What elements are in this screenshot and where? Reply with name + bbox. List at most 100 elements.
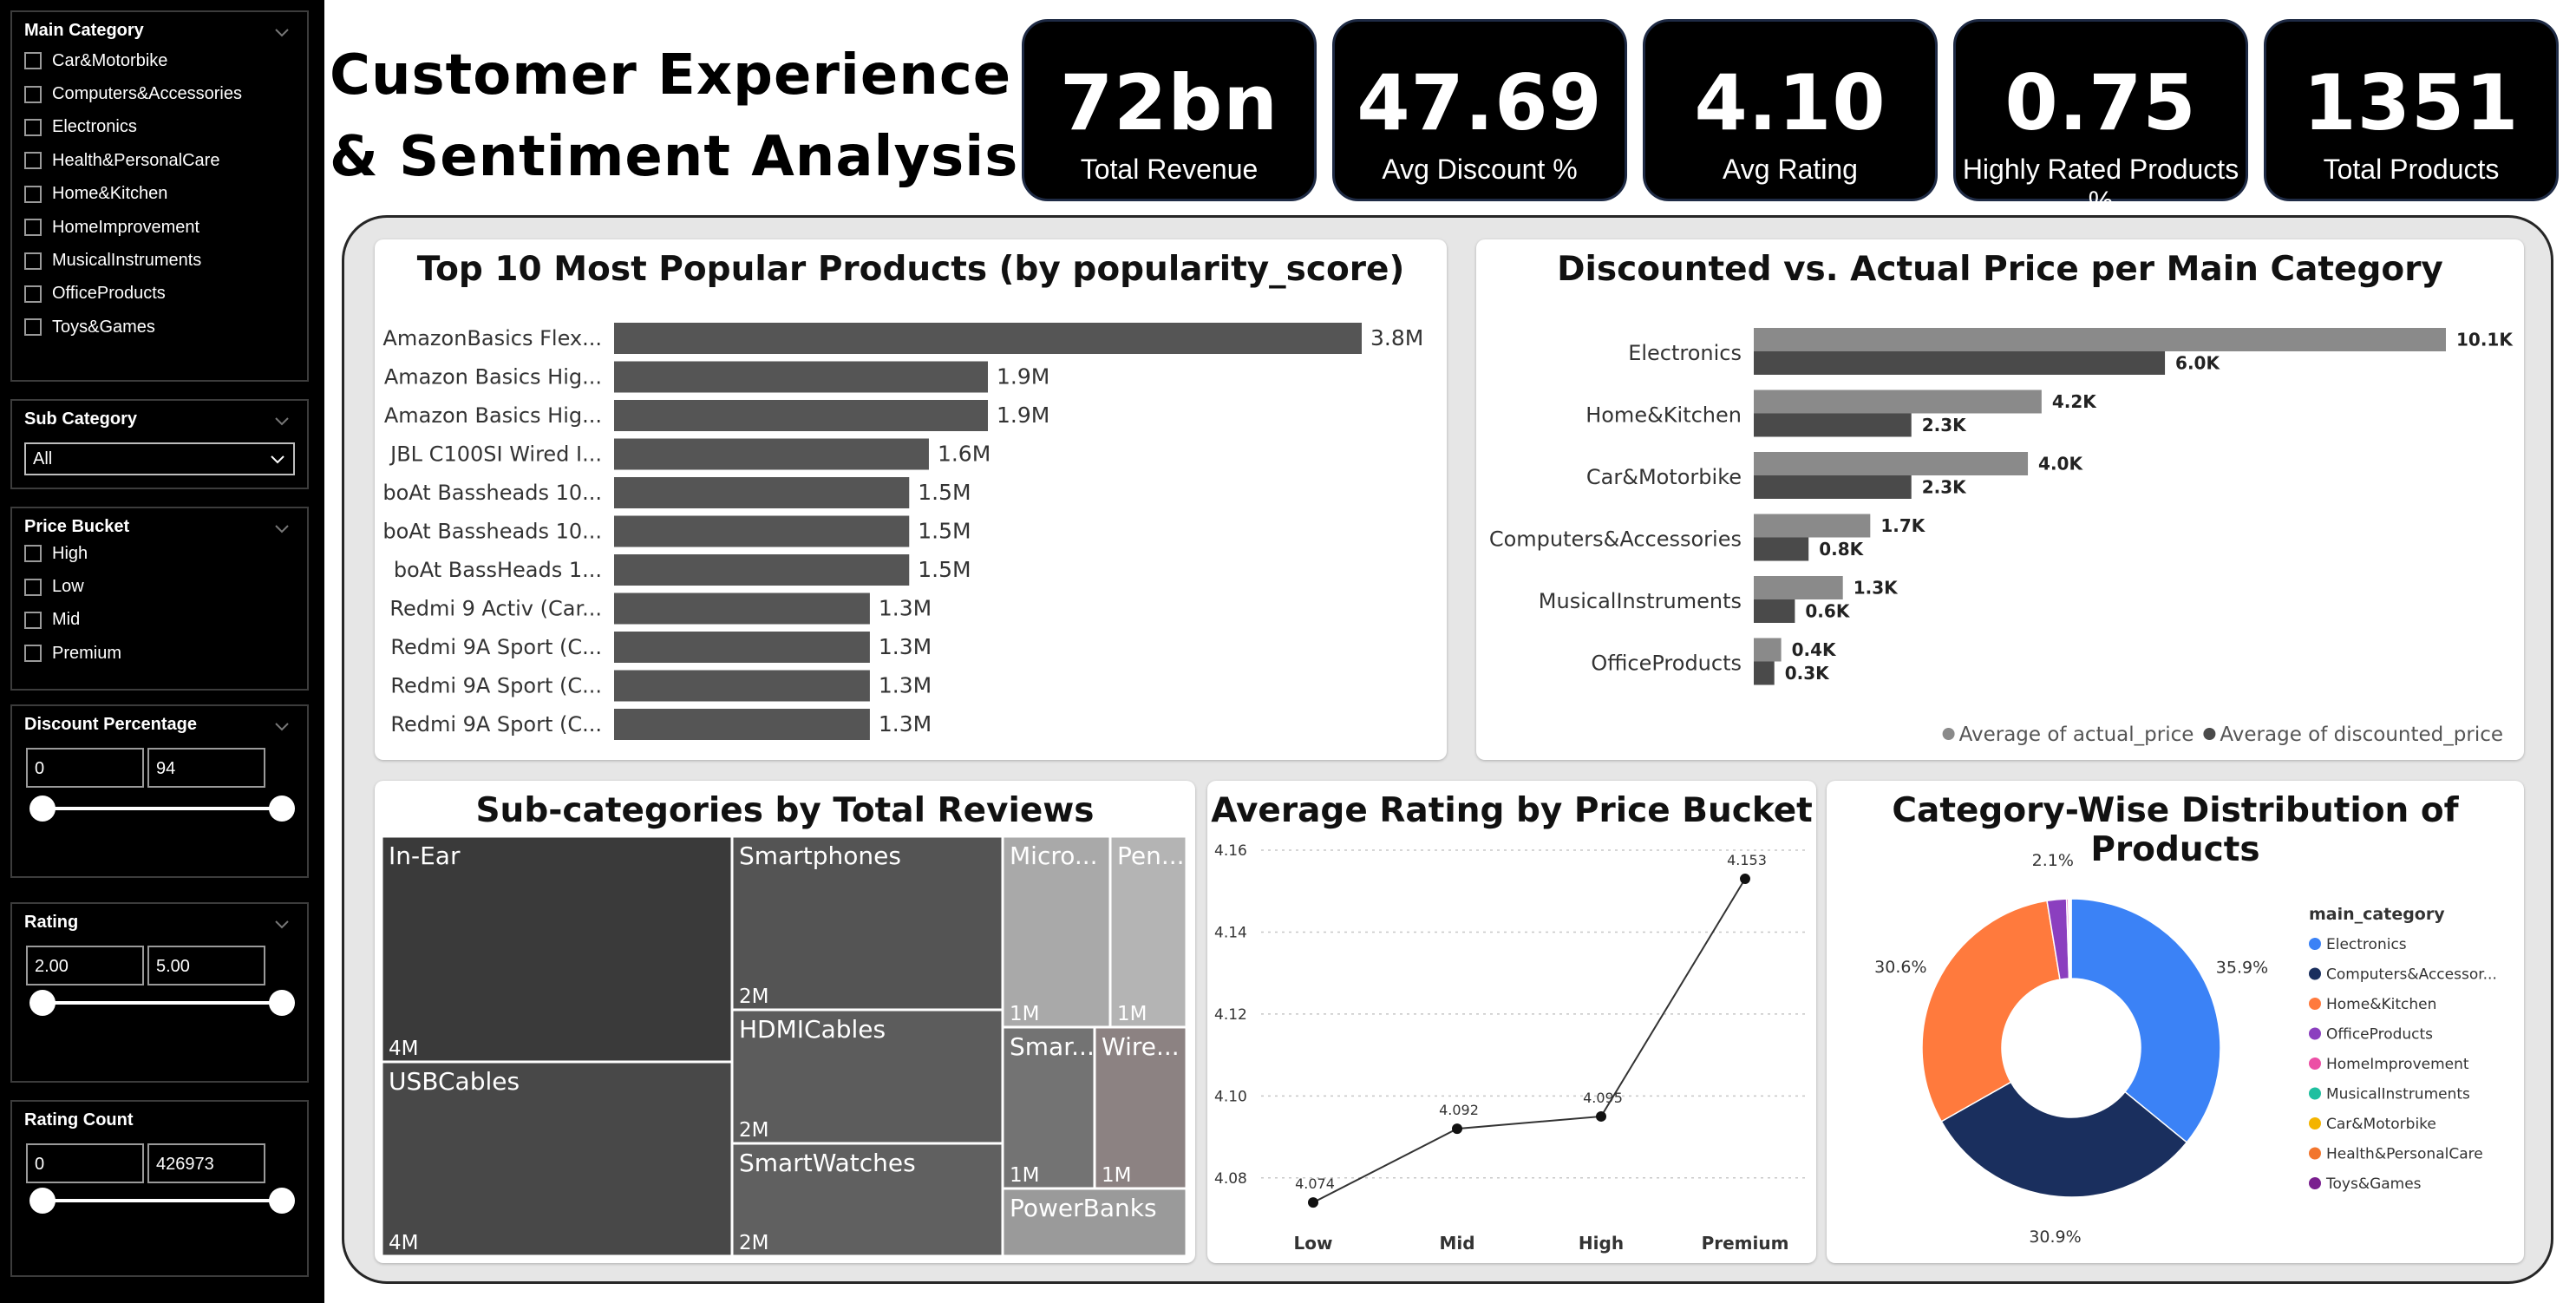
checkbox[interactable] — [24, 118, 42, 136]
price-bucket-option-mid[interactable]: Mid — [24, 604, 295, 637]
treemap-tile[interactable]: Smartphones 2M — [730, 835, 1004, 1012]
bar[interactable] — [1754, 599, 1795, 623]
bar[interactable] — [1754, 537, 1809, 561]
bar[interactable] — [1754, 413, 1912, 437]
legend-item[interactable]: Toys&Games — [2309, 1175, 2422, 1193]
rating-slider-min-handle[interactable] — [29, 990, 56, 1016]
chevron-down-icon[interactable] — [272, 717, 291, 736]
rating-min-input[interactable]: 2.00 — [26, 946, 144, 985]
bar[interactable] — [614, 632, 870, 663]
bar[interactable] — [1754, 638, 1782, 662]
chevron-down-icon[interactable] — [272, 519, 291, 538]
bar[interactable] — [614, 593, 870, 625]
data-point[interactable] — [1452, 1123, 1462, 1135]
discount-slider-track[interactable] — [43, 807, 283, 810]
discount-min-input[interactable]: 0 — [26, 748, 144, 788]
checkbox[interactable] — [24, 152, 42, 170]
rating-count-slider-min-handle[interactable] — [29, 1188, 56, 1214]
rating-slider-track[interactable] — [43, 1001, 283, 1005]
checkbox[interactable] — [24, 185, 42, 203]
price-comparison-card[interactable]: Discounted vs. Actual Price per Main Cat… — [1476, 239, 2524, 760]
treemap-tile[interactable]: Pen... 1M — [1108, 835, 1188, 1029]
treemap-tile[interactable]: Micro... 1M — [1001, 835, 1112, 1029]
treemap-tile[interactable]: In-Ear 4M — [380, 835, 734, 1064]
main-category-option-computers-accessories[interactable]: Computers&Accessories — [24, 77, 295, 110]
checkbox[interactable] — [24, 85, 42, 103]
rating-count-slider-max-handle[interactable] — [269, 1188, 295, 1214]
data-point[interactable] — [1596, 1110, 1606, 1122]
main-category-option-musicalinstruments[interactable]: MusicalInstruments — [24, 244, 295, 277]
legend-item[interactable]: Electronics — [2309, 936, 2407, 953]
main-category-option-officeproducts[interactable]: OfficeProducts — [24, 278, 295, 311]
discount-max-input[interactable]: 94 — [147, 748, 265, 788]
treemap-tile[interactable]: PowerBanks — [1001, 1187, 1188, 1258]
price-bucket-option-premium[interactable]: Premium — [24, 637, 295, 670]
bar[interactable] — [1754, 452, 2029, 475]
checkbox[interactable] — [24, 285, 42, 303]
bar[interactable] — [614, 361, 988, 393]
legend-item[interactable]: HomeImprovement — [2309, 1056, 2469, 1073]
treemap-tile[interactable]: Smar... 1M — [1001, 1025, 1096, 1190]
main-category-option-electronics[interactable]: Electronics — [24, 111, 295, 144]
rating-count-slider-track[interactable] — [43, 1199, 283, 1202]
data-point[interactable] — [1740, 874, 1750, 885]
bar[interactable] — [1754, 576, 1843, 599]
donut-slice[interactable] — [2069, 898, 2072, 979]
bar[interactable] — [614, 709, 870, 740]
checkbox[interactable] — [24, 578, 42, 596]
bar[interactable] — [614, 400, 988, 431]
discount-slider-min-handle[interactable] — [29, 796, 56, 822]
main-category-option-toys-games[interactable]: Toys&Games — [24, 311, 295, 344]
checkbox[interactable] — [24, 545, 42, 563]
bar[interactable] — [1754, 514, 1871, 538]
checkbox[interactable] — [24, 645, 42, 663]
rating-slider-max-handle[interactable] — [269, 990, 295, 1016]
distribution-card[interactable]: Category-Wise Distribution of Products 3… — [1827, 781, 2524, 1263]
rating-count-min-input[interactable]: 0 — [26, 1143, 144, 1183]
chevron-down-icon[interactable] — [272, 914, 291, 933]
checkbox[interactable] — [24, 52, 42, 70]
checkbox[interactable] — [24, 611, 42, 629]
rating-count-max-input[interactable]: 426973 — [147, 1143, 265, 1183]
main-category-option-health-personalcare[interactable]: Health&PersonalCare — [24, 144, 295, 177]
price-bucket-option-high[interactable]: High — [24, 537, 295, 570]
main-category-option-homeimprovement[interactable]: HomeImprovement — [24, 211, 295, 244]
sub-category-dropdown[interactable]: All — [24, 442, 295, 475]
bar[interactable] — [614, 554, 910, 586]
treemap-tile[interactable]: USBCables 4M — [380, 1060, 734, 1258]
treemap-tile[interactable]: HDMICables 2M — [730, 1008, 1004, 1145]
checkbox[interactable] — [24, 252, 42, 270]
top-products-card[interactable]: Top 10 Most Popular Products (by popular… — [375, 239, 1447, 760]
bar[interactable] — [1754, 351, 2166, 375]
bar[interactable] — [614, 438, 929, 470]
bar[interactable] — [1754, 475, 1912, 499]
bar[interactable] — [614, 515, 910, 547]
legend-item[interactable]: Health&PersonalCare — [2309, 1146, 2483, 1163]
rating-max-input[interactable]: 5.00 — [147, 946, 265, 985]
chevron-down-icon[interactable] — [272, 411, 291, 430]
donut-slice[interactable] — [1940, 1081, 2188, 1198]
donut-slice[interactable] — [2070, 898, 2221, 1143]
legend-item[interactable]: OfficeProducts — [2309, 1026, 2433, 1044]
bar[interactable] — [614, 323, 1362, 354]
treemap-tile[interactable]: Wire... 1M — [1093, 1025, 1188, 1190]
treemap-card[interactable]: Sub-categories by Total Reviews In-Ear 4M… — [375, 781, 1195, 1263]
legend-item[interactable]: Car&Motorbike — [2309, 1116, 2436, 1133]
checkbox[interactable] — [24, 318, 42, 337]
discount-slider-max-handle[interactable] — [269, 796, 295, 822]
legend-item[interactable]: Home&Kitchen — [2309, 996, 2436, 1013]
bar[interactable] — [1754, 328, 2446, 351]
legend-item[interactable]: MusicalInstruments — [2309, 1086, 2470, 1103]
bar[interactable] — [614, 670, 870, 702]
rating-line-card[interactable]: Average Rating by Price Bucket 4.08 4.10 4… — [1207, 781, 1816, 1263]
main-category-option-car-motorbike[interactable]: Car&Motorbike — [24, 44, 295, 77]
legend-item[interactable]: Computers&Accessor... — [2309, 966, 2497, 984]
chevron-down-icon[interactable] — [272, 23, 291, 42]
donut-slice[interactable] — [1921, 900, 2061, 1123]
bar[interactable] — [614, 477, 910, 508]
data-point[interactable] — [1308, 1197, 1318, 1208]
treemap-tile[interactable]: SmartWatches 2M — [730, 1142, 1004, 1258]
main-category-option-home-kitchen[interactable]: Home&Kitchen — [24, 178, 295, 211]
bar[interactable] — [1754, 661, 1775, 685]
bar[interactable] — [1754, 390, 2042, 414]
